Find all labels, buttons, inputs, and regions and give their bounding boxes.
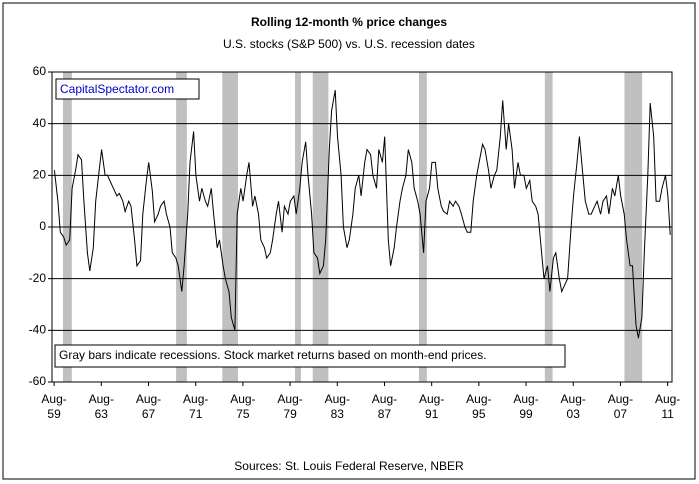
y-tick-label: -40 [29,323,47,337]
x-tick-label: Aug-99 [513,392,539,421]
y-tick-label: 40 [33,116,47,130]
source-note: Sources: St. Louis Federal Reserve, NBER [234,459,464,473]
y-tick-label: 60 [33,64,47,78]
x-tick-label: Aug-95 [466,392,492,421]
chart-subtitle: U.S. stocks (S&P 500) vs. U.S. recession… [223,37,475,51]
y-tick-label: -60 [29,374,47,388]
data-line [53,90,671,339]
x-tick-label: Aug-07 [607,392,634,421]
x-tick-label: Aug-59 [41,392,67,421]
watermark: CapitalSpectator.com [60,82,174,96]
y-tick-label: 20 [33,168,47,182]
plot-frame [51,71,673,383]
plot-area: -60 -40 -20 0 20 40 60 CapitalSpectator.com Gray… [29,64,673,388]
x-tick-label: Aug-75 [230,392,256,421]
y-tick-label: -20 [29,271,47,285]
watermark-box [55,78,200,100]
x-tick-label: Aug-91 [418,392,445,421]
chart-title: Rolling 12-month % price changes [251,15,447,29]
x-tick-label: Aug-79 [277,392,303,421]
x-tick-label: Aug-83 [324,392,350,421]
note-box [54,344,566,368]
x-tick-label: Aug-67 [135,392,162,421]
x-tick-label: Aug-87 [371,392,398,421]
x-tick-label: Aug-03 [560,392,586,421]
y-tick-label: 0 [39,219,46,233]
x-tick-label: Aug-11 [654,392,681,421]
x-tick-label: Aug-63 [88,392,114,421]
x-tick-label: Aug-71 [183,392,209,421]
note: Gray bars indicate recessions. Stock mar… [59,348,487,362]
